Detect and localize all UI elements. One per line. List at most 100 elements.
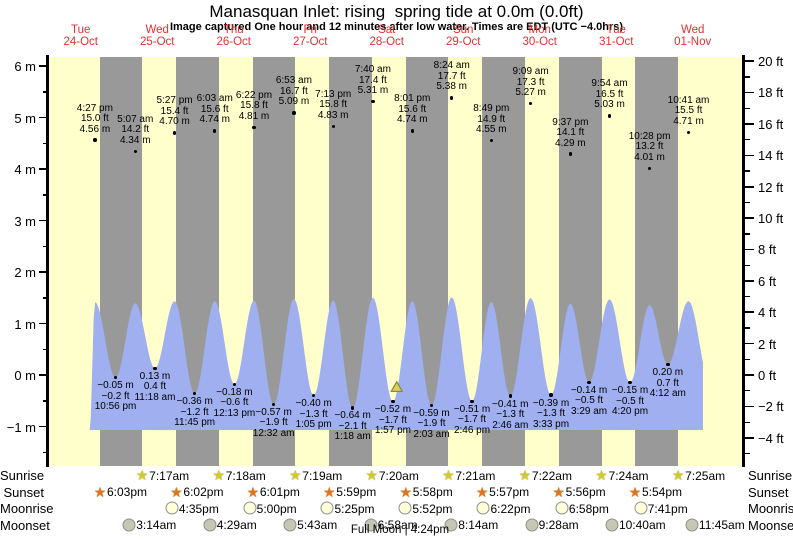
moonrise-circle-icon — [634, 501, 648, 515]
right-axis-minor-tick — [745, 296, 750, 298]
left-axis-minor-tick — [43, 194, 48, 196]
moonset-time: 10:40am — [618, 518, 666, 532]
sunset-star-icon: ★ — [322, 483, 336, 500]
moonset-circle-icon — [203, 518, 217, 531]
right-axis-tick — [745, 60, 754, 62]
right-axis-tick-label: 10 ft — [758, 211, 784, 227]
sunset-time: 5:58pm — [412, 485, 453, 499]
moonset-circle-icon — [364, 518, 378, 531]
low-tide-annotation: −0.41 m −1.3 ft 2:46 am — [492, 398, 529, 431]
high-tide-annotation: 5:27 pm 15.4 ft 4.70 m — [156, 95, 193, 128]
moonset-time: 5:43am — [297, 518, 338, 532]
moonset-circle-icon — [444, 518, 458, 531]
day-label: Wed 01-Nov — [674, 24, 712, 48]
left-axis-minor-tick — [43, 348, 48, 351]
moonset-time: 9:28am — [538, 518, 579, 532]
sunset-time: 6:01pm — [259, 485, 300, 499]
sunrise-time: 7:22am — [531, 468, 572, 483]
moonset-row-label-left: Moonset — [0, 517, 50, 533]
moonrise-time: 4:35pm — [178, 501, 219, 516]
moonrise-time: 7:41pm — [647, 501, 688, 516]
moonset-time: 8:14am — [458, 518, 499, 532]
tide-point-dot — [371, 99, 375, 104]
tide-point-dot — [628, 381, 632, 385]
right-axis-tick-label: 4 ft — [758, 305, 777, 321]
day-label: Wed 25-Oct — [139, 24, 175, 48]
right-axis-tick — [745, 248, 754, 251]
right-axis-line — [742, 55, 745, 467]
tide-point-dot — [489, 138, 493, 143]
right-axis-minor-tick — [745, 139, 750, 141]
tide-point-dot — [192, 391, 197, 396]
high-tide-annotation: 6:22 pm 15.8 ft 4.81 m — [235, 89, 273, 122]
right-axis-tick-label: 12 ft — [758, 179, 784, 195]
left-axis-minor-tick — [43, 91, 48, 93]
left-axis-tick-label: 1 m — [14, 316, 36, 332]
day-label: Tue 24-Oct — [63, 24, 98, 48]
tide-point-dot — [450, 96, 454, 100]
sunset-time: 6:02pm — [183, 485, 224, 499]
tide-point-dot — [133, 149, 137, 154]
high-tide-annotation: 5:07 am 14.2 ft 4.34 m — [117, 113, 154, 146]
sunset-star-icon: ★ — [170, 483, 183, 500]
moonrise-circle-icon — [555, 501, 569, 515]
right-axis-tick-label: 0 ft — [758, 368, 777, 383]
tide-point-dot — [528, 101, 533, 106]
sunrise-time: 7:17am — [149, 468, 190, 483]
sunrise-star-icon: ★ — [135, 467, 149, 483]
right-axis-tick-label: 16 ft — [758, 116, 784, 132]
low-tide-annotation: −0.36 m −1.2 ft 11:45 pm — [174, 396, 216, 429]
day-label: Sat 28-Oct — [369, 24, 404, 48]
moonrise-row-label-right: Moonrise — [748, 501, 793, 516]
moonset-circle-icon — [605, 518, 619, 531]
right-axis-tick-label: 14 ft — [758, 148, 784, 164]
moonrise-time: 5:25pm — [334, 501, 375, 516]
tide-point-dot — [470, 399, 474, 403]
low-tide-annotation: −0.18 m −0.6 ft 12:13 pm — [213, 386, 256, 419]
left-axis-tick — [39, 219, 48, 222]
left-axis-minor-tick — [43, 245, 48, 248]
right-axis-tick-label: 18 ft — [758, 85, 784, 101]
tide-point-dot — [172, 131, 177, 135]
low-tide-annotation: 0.13 m 0.4 ft 11:18 am — [134, 370, 176, 403]
high-tide-annotation: 9:37 pm 14.1 ft 4.29 m — [552, 116, 589, 149]
sunrise-time: 7:19am — [302, 468, 343, 483]
moonrise-circle-icon — [243, 501, 257, 515]
right-axis-tick-label: 2 ft — [758, 336, 777, 352]
sunrise-star-icon: ★ — [518, 467, 532, 483]
low-tide-annotation: −0.05 m −0.2 ft 10:56 pm — [94, 380, 137, 413]
sunset-time: 5:56pm — [565, 485, 606, 499]
sunrise-time: 7:20am — [378, 468, 419, 483]
tide-point-dot — [252, 125, 256, 129]
left-axis-tick-label: 4 m — [14, 162, 36, 177]
moonrise-time: 6:58pm — [568, 501, 609, 516]
tide-point-dot — [292, 111, 296, 115]
high-tide-annotation: 9:54 am 16.5 ft 5.03 m — [591, 78, 628, 111]
right-axis-minor-tick — [745, 201, 750, 204]
chart-subtitle: Image captured One hour and 12 minutes a… — [169, 21, 624, 33]
left-axis-tick-label: 3 m — [14, 213, 36, 229]
tide-point-dot — [311, 393, 316, 398]
tide-point-dot — [508, 394, 512, 398]
right-axis-minor-tick — [745, 170, 750, 172]
sunrise-star-icon: ★ — [288, 467, 302, 483]
tide-point-dot — [686, 130, 691, 135]
tide-point-dot — [549, 393, 553, 397]
right-axis-tick-label: 8 ft — [758, 242, 777, 258]
right-axis-tick — [745, 374, 754, 376]
right-axis-tick — [745, 154, 754, 157]
current-time-marker — [390, 380, 404, 393]
sunrise-star-icon: ★ — [671, 467, 685, 483]
right-axis-tick — [745, 437, 754, 439]
left-axis-tick — [39, 116, 48, 119]
left-axis-minor-tick — [43, 142, 48, 145]
tide-point-dot — [113, 375, 118, 380]
right-axis-tick — [745, 405, 754, 408]
right-axis-tick — [745, 123, 754, 125]
low-tide-annotation: −0.39 m −1.3 ft 3:33 pm — [532, 397, 570, 430]
right-axis-tick — [745, 91, 754, 94]
right-axis-tick — [745, 185, 754, 188]
high-tide-annotation: 7:13 pm 15.8 ft 4.83 m — [315, 88, 352, 121]
